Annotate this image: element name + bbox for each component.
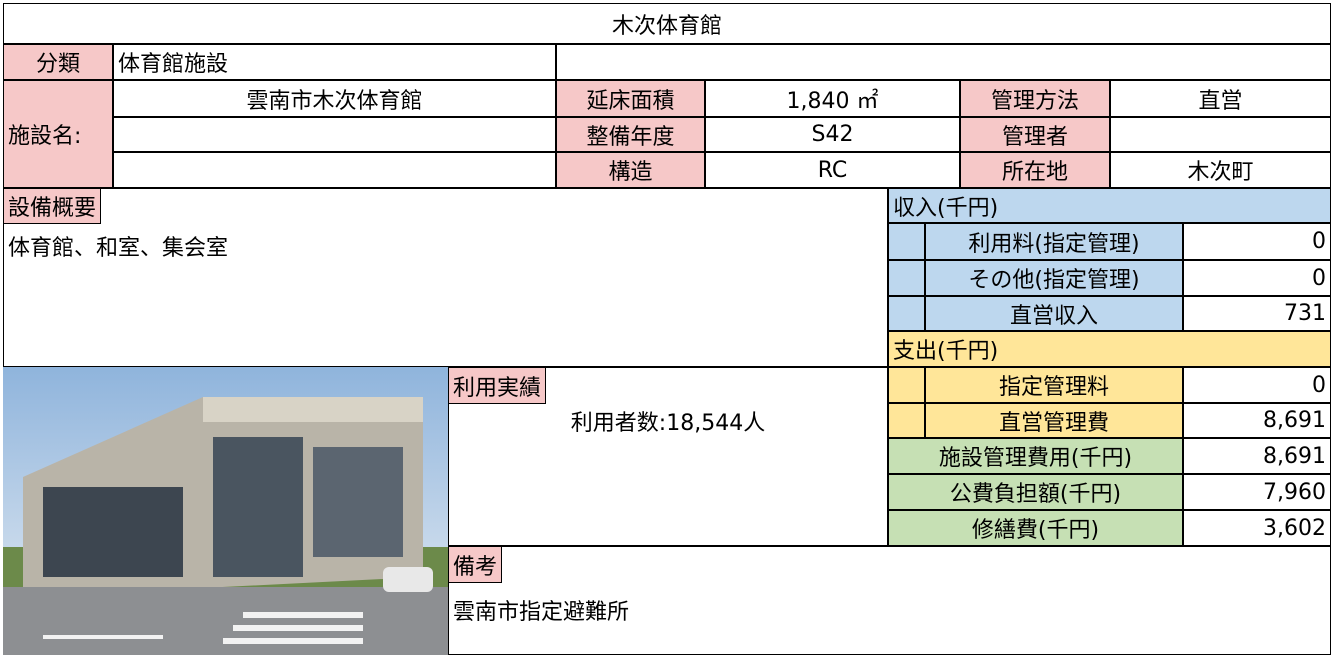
remarks: 備考 — [448, 546, 1331, 655]
label: 整備年度 — [556, 117, 705, 152]
label: 直営管理費 — [925, 403, 1183, 438]
value: 0 — [1183, 260, 1331, 296]
indent — [888, 403, 925, 438]
value: 体育館施設 — [113, 44, 556, 80]
label: 利用料(指定管理) — [925, 223, 1183, 260]
label: 延床面積 — [556, 80, 705, 117]
cell — [113, 117, 556, 152]
value: 1,840 ㎡ — [705, 80, 960, 117]
label: 利用実績 — [449, 368, 547, 404]
value: 7,960 — [1183, 474, 1331, 510]
value: 8,691 — [1183, 403, 1331, 438]
label: 施設名: — [3, 80, 113, 188]
usage: 利用実績 — [448, 367, 888, 546]
equipment: 設備概要 — [3, 188, 888, 367]
text: 雲南市指定避難所 — [453, 600, 630, 625]
label: 分類 — [3, 44, 113, 80]
text: 体育館、和室、集会室 — [8, 236, 229, 261]
label: 管理方法 — [960, 80, 1110, 117]
cell — [113, 152, 556, 188]
value: RC — [705, 152, 960, 188]
label: 管理者 — [960, 117, 1110, 152]
value: 8,691 — [1183, 438, 1331, 474]
label: 指定管理料 — [925, 367, 1183, 403]
label: その他(指定管理) — [925, 260, 1183, 296]
label: 修繕費(千円) — [888, 510, 1183, 546]
value: 3,602 — [1183, 510, 1331, 546]
label: 設備概要 — [4, 189, 102, 224]
label: 所在地 — [960, 152, 1110, 188]
indent — [888, 367, 925, 403]
cell — [556, 44, 1331, 80]
indent — [888, 223, 925, 260]
photo — [3, 367, 448, 655]
label: 備考 — [449, 547, 503, 583]
title: 木次体育館 — [3, 3, 1331, 44]
heading: 支出(千円) — [888, 331, 1331, 367]
value: 0 — [1183, 223, 1331, 260]
indent — [888, 260, 925, 296]
label: 直営収入 — [925, 296, 1183, 331]
value: 直営 — [1110, 80, 1331, 117]
label: 施設管理費用(千円) — [888, 438, 1183, 474]
text: 利用者数:18,544人 — [570, 411, 766, 436]
label: 構造 — [556, 152, 705, 188]
value: 木次町 — [1110, 152, 1331, 188]
value: 0 — [1183, 367, 1331, 403]
value — [1110, 117, 1331, 152]
indent — [888, 296, 925, 331]
value: 731 — [1183, 296, 1331, 331]
heading: 収入(千円) — [888, 188, 1331, 223]
value: 雲南市木次体育館 — [113, 80, 556, 117]
value: S42 — [705, 117, 960, 152]
label: 公費負担額(千円) — [888, 474, 1183, 510]
